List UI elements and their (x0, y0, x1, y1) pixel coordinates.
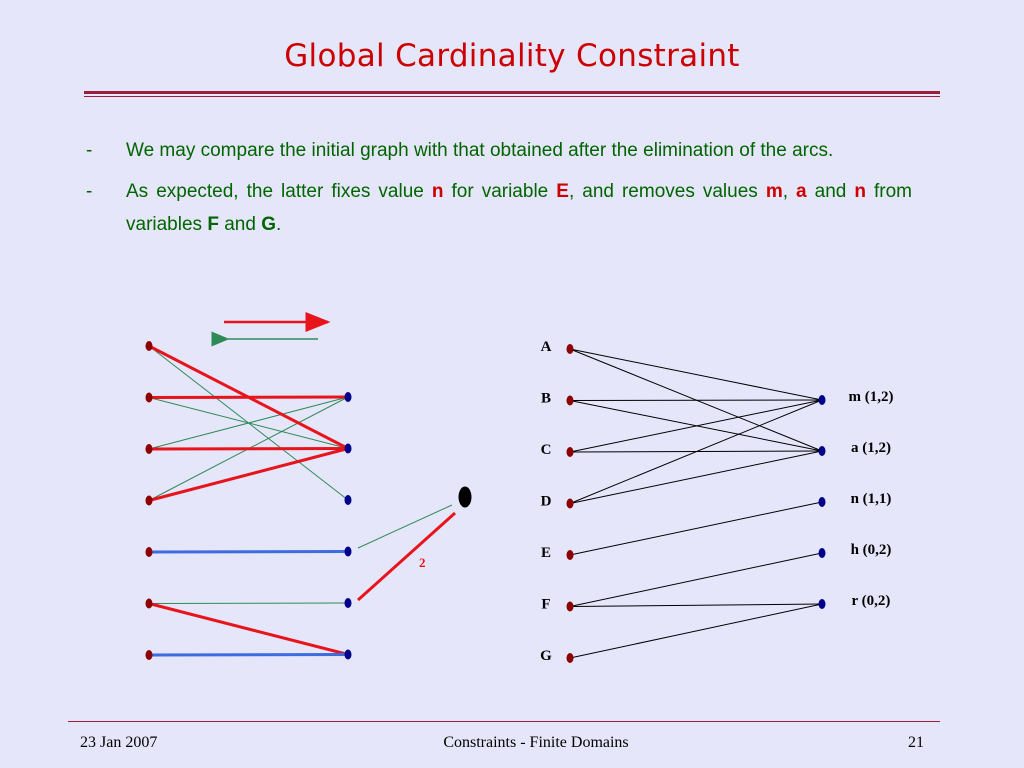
sink-edge-green (357, 504, 453, 549)
bullet-text-run: for variable (443, 181, 557, 202)
value-node (818, 599, 826, 609)
flow-edge-red (148, 395, 349, 399)
flow-edge-blue (148, 550, 349, 554)
sink-edge-red (356, 511, 457, 602)
flow-right-node (344, 443, 352, 454)
bullet-highlight: m (765, 181, 783, 202)
title-rule (84, 91, 940, 94)
bullet-list: - We may compare the initial graph with … (86, 134, 912, 249)
variable-label: A (541, 339, 552, 355)
flow-right-node (344, 546, 352, 557)
footer-page-number: 21 (908, 734, 924, 751)
flow-left-node (145, 598, 153, 609)
flow-graph: 2 (145, 312, 472, 660)
bullet-text-run: We may compare the initial graph with th… (126, 140, 834, 161)
bullet-highlight: n (431, 181, 444, 202)
bullet-highlight: F (207, 214, 219, 235)
bullet-text-run: and (218, 214, 262, 235)
bipartite-graph: A B C D E F Gm (1,2) a (1,2) n (1,1) h (0,2) r (0,… (540, 339, 893, 664)
bullet-text: We may compare the initial graph with th… (126, 140, 833, 161)
variable-label: D (541, 494, 552, 510)
domain-edge (569, 399, 823, 504)
bullet-text-run: , (782, 181, 797, 202)
variable-node (566, 447, 574, 457)
value-label: r (0,2) (852, 593, 891, 609)
value-node (818, 446, 826, 456)
bullet-highlight: E (556, 181, 569, 202)
flow-edge-blue (148, 653, 349, 657)
domain-edge (569, 603, 823, 659)
bullet-text-run: from variables (126, 181, 913, 235)
value-label: a (1,2) (851, 440, 891, 456)
flow-edge-red (148, 602, 349, 656)
flow-right-node (344, 649, 352, 660)
domain-edge (569, 399, 823, 401)
variable-node (566, 550, 574, 560)
variable-label: B (541, 391, 551, 407)
variable-node (566, 498, 574, 509)
domain-edge (569, 501, 823, 556)
bullet-highlight: G (261, 214, 276, 235)
value-node (818, 395, 826, 405)
domain-edge (569, 603, 823, 607)
variable-node (566, 653, 574, 663)
flow-edge-red (148, 447, 349, 502)
variable-node (566, 395, 574, 406)
flow-left-node (145, 547, 153, 557)
footer-title: Constraints - Finite Domains (443, 734, 629, 751)
bullet-item: - As expected, the latter fixes value n … (86, 175, 912, 241)
flow-left-node (145, 341, 153, 351)
variable-node (566, 344, 574, 354)
domain-edge (569, 552, 823, 607)
variable-label: F (541, 597, 550, 613)
bullet-highlight: a (796, 181, 807, 202)
bullet-highlight: n (854, 181, 866, 202)
bullet-text-run: As expected, the latter fixes value (126, 181, 432, 202)
value-node (818, 548, 826, 558)
value-node (818, 497, 826, 507)
footer-rule (68, 721, 940, 722)
value-label: m (1,2) (849, 389, 894, 405)
slide-title: Global Cardinality Constraint (284, 38, 740, 74)
flow-right-node (344, 495, 352, 505)
domain-edge (569, 348, 823, 401)
domain-edge (569, 450, 823, 504)
bullet-dash: - (86, 181, 93, 202)
flow-edge-green (148, 602, 349, 604)
value-label: n (1,1) (851, 491, 892, 507)
flow-edge-green (148, 396, 349, 450)
bullet-text: As expected, the latter fixes value n fo… (126, 181, 912, 235)
sink-edge-label: 2 (419, 555, 426, 570)
domain-edge (569, 399, 823, 453)
variable-label: G (540, 648, 552, 664)
variable-label: C (541, 442, 552, 458)
bullet-dash: - (86, 140, 93, 161)
sink-node (458, 486, 472, 508)
bullet-text-run: . (275, 214, 282, 235)
bullet-text-run: , and removes values (568, 181, 766, 202)
bullet-item: - We may compare the initial graph with … (86, 134, 912, 167)
flow-left-node (145, 495, 153, 506)
footer-date: 23 Jan 2007 (80, 734, 158, 751)
value-label: h (0,2) (851, 542, 892, 558)
flow-left-node (145, 392, 153, 403)
title-rule-thin (84, 96, 940, 97)
flow-right-node (344, 392, 352, 402)
variable-node (566, 601, 574, 612)
bullet-text-run: and (806, 181, 855, 202)
flow-left-node (145, 444, 153, 454)
flow-right-node (344, 598, 352, 608)
flow-left-node (145, 650, 153, 660)
flow-edge-red (148, 447, 349, 451)
variable-label: E (541, 545, 551, 561)
